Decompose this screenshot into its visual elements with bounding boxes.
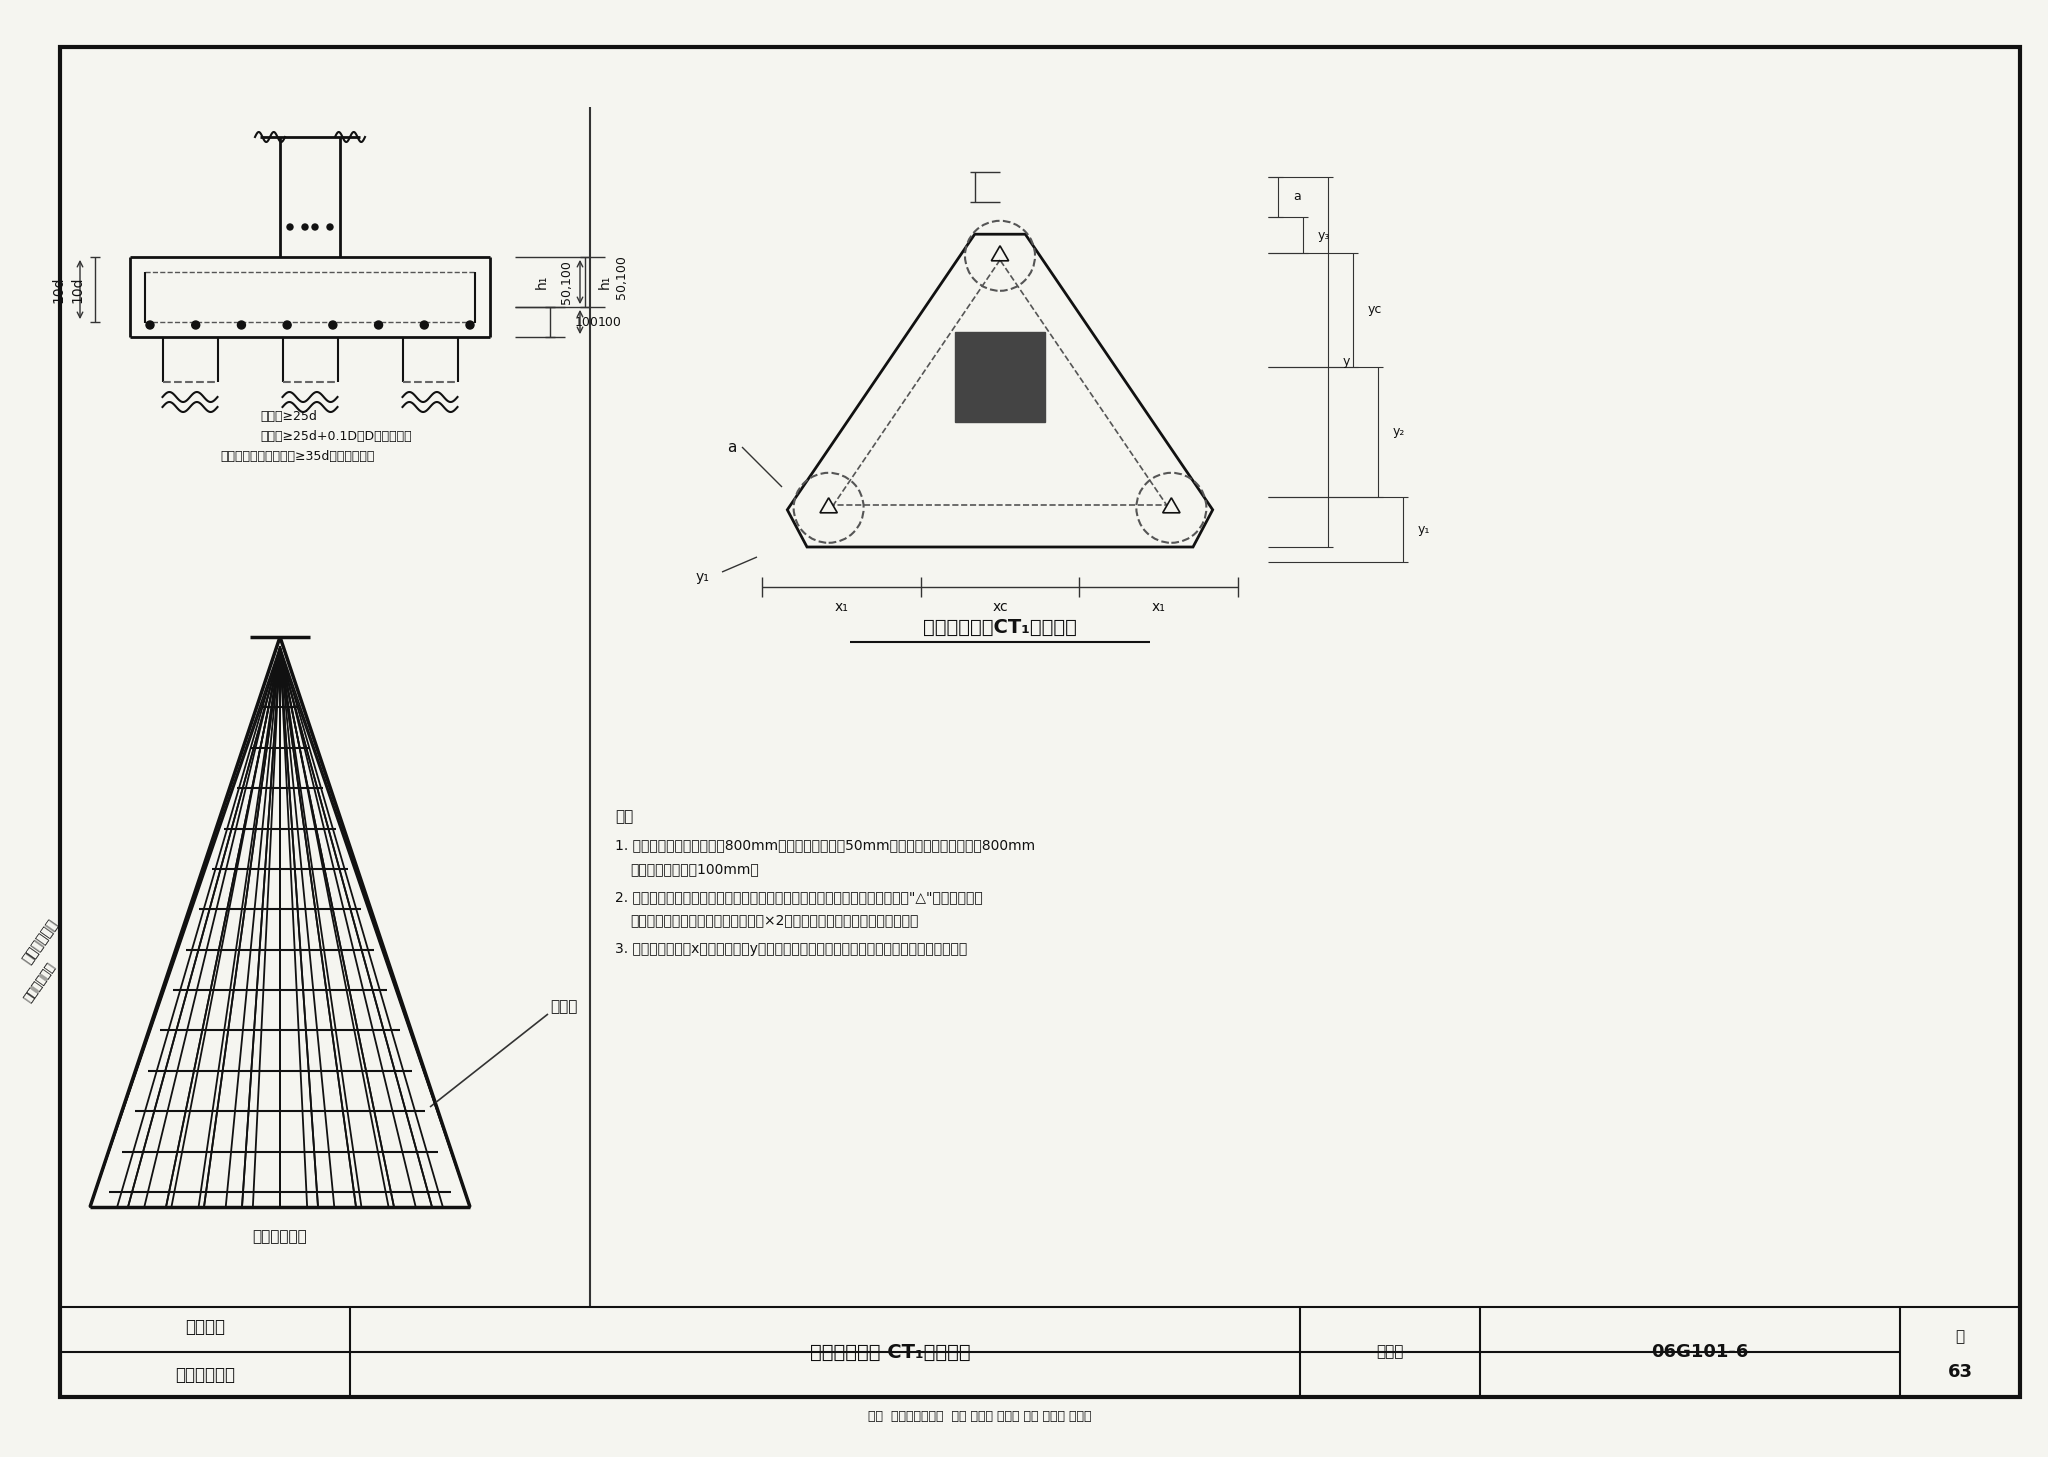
Text: 3. 规定图面水平为x向，垂直向为y向。等腰三桩承台的底边为何向，应详见具体工程设计。: 3. 规定图面水平为x向，垂直向为y向。等腰三桩承台的底边为何向，应详见具体工程… — [614, 941, 967, 956]
Circle shape — [420, 321, 428, 329]
Text: 50,100: 50,100 — [559, 259, 573, 305]
Text: （对称相同）: （对称相同） — [23, 960, 57, 1004]
Circle shape — [375, 321, 383, 329]
Text: a: a — [1292, 191, 1300, 204]
Bar — [59, 1307, 2019, 1397]
Text: 等腰三桩承台CT₁配筋构造: 等腰三桩承台CT₁配筋构造 — [924, 618, 1077, 637]
Text: y₃: y₃ — [1319, 229, 1331, 242]
Text: 100: 100 — [598, 316, 623, 328]
Text: 时，桩顶嵌入承台100mm。: 时，桩顶嵌入承台100mm。 — [631, 861, 758, 876]
Text: 审核  陈幼琼乙乙乃引  校对 刘其祥 刘芸辉 设计 陈青来 伍育来: 审核 陈幼琼乙乙乃引 校对 刘其祥 刘芸辉 设计 陈青来 伍育来 — [868, 1410, 1092, 1423]
Text: 圆桩：≥25d+0.1D，D为圆桩直径: 圆桩：≥25d+0.1D，D为圆桩直径 — [260, 430, 412, 443]
Text: 等腰三桩承台 CT₁配筋构造: 等腰三桩承台 CT₁配筋构造 — [809, 1342, 971, 1361]
Circle shape — [330, 321, 336, 329]
Text: y₁: y₁ — [694, 570, 709, 584]
Text: 受力钢筋＋对称等腰斜边受力钢筋并×2，当需要时在斜线后注写分布钢筋。: 受力钢筋＋对称等腰斜边受力钢筋并×2，当需要时在斜线后注写分布钢筋。 — [631, 914, 918, 928]
Text: 10d: 10d — [51, 277, 66, 303]
Text: y: y — [1343, 356, 1350, 369]
Text: 63: 63 — [1948, 1362, 1972, 1381]
Text: h₁: h₁ — [535, 275, 549, 288]
Text: 1. 当桩直径或桩截面边长＜800mm时，桩顶嵌入承台50mm；当桩径或桩截面边长＞800mm: 1. 当桩直径或桩截面边长＜800mm时，桩顶嵌入承台50mm；当桩径或桩截面边… — [614, 838, 1034, 852]
Text: （当伸至端部直段长度≥35d时不设弯钩）: （当伸至端部直段长度≥35d时不设弯钩） — [219, 450, 375, 463]
Text: 50,100: 50,100 — [614, 255, 629, 299]
Circle shape — [311, 224, 317, 230]
Text: 100: 100 — [575, 316, 598, 328]
Text: xc: xc — [991, 600, 1008, 613]
Circle shape — [467, 321, 473, 329]
Text: yc: yc — [1368, 303, 1382, 316]
Text: y₁: y₁ — [1417, 523, 1430, 536]
Bar — [954, 332, 1044, 423]
Text: 第二部分: 第二部分 — [184, 1319, 225, 1336]
Text: x₁: x₁ — [1151, 600, 1165, 613]
Text: 底边受力钢筋: 底边受力钢筋 — [252, 1230, 307, 1244]
Circle shape — [145, 321, 154, 329]
Text: 10d: 10d — [70, 277, 84, 303]
Text: 斜边受力钢筋: 斜边受力钢筋 — [20, 918, 59, 966]
Circle shape — [193, 321, 201, 329]
Circle shape — [283, 321, 291, 329]
Circle shape — [328, 224, 334, 230]
Text: y₂: y₂ — [1393, 425, 1405, 439]
Circle shape — [238, 321, 246, 329]
Text: 方桩：≥25d: 方桩：≥25d — [260, 411, 317, 424]
Circle shape — [301, 224, 307, 230]
Text: 2. 几何尺寸和配筋接具体结构设计和本图构造规定。等腰三桩承台受力钢筋以"△"打头注写底边: 2. 几何尺寸和配筋接具体结构设计和本图构造规定。等腰三桩承台受力钢筋以"△"打… — [614, 890, 983, 903]
Text: h₁: h₁ — [598, 275, 612, 288]
Text: 页: 页 — [1956, 1329, 1964, 1345]
Text: 图集号: 图集号 — [1376, 1345, 1403, 1359]
Circle shape — [287, 224, 293, 230]
Text: 注：: 注： — [614, 810, 633, 825]
Text: 分布筋: 分布筋 — [551, 1000, 578, 1014]
Text: x₁: x₁ — [834, 600, 848, 613]
Text: 06G101-6: 06G101-6 — [1651, 1343, 1749, 1361]
Text: 标准构造详图: 标准构造详图 — [174, 1367, 236, 1384]
Text: a: a — [727, 440, 737, 455]
